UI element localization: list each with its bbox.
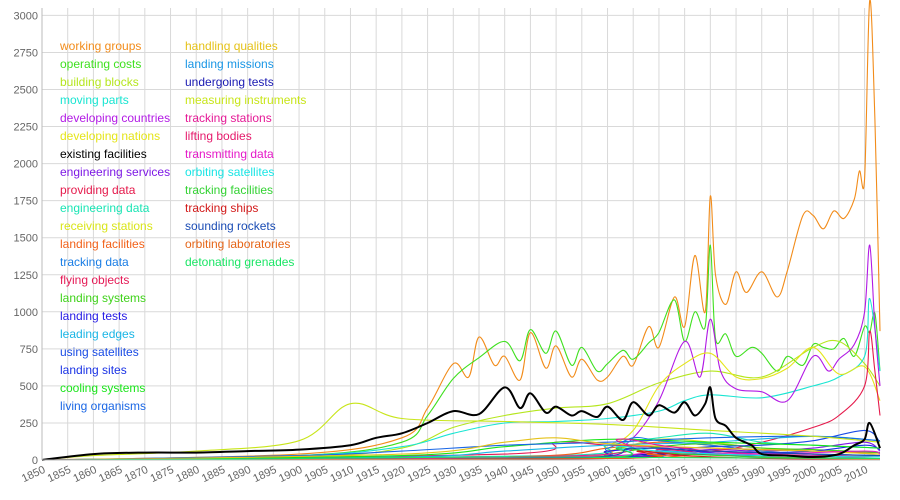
x-tick-label: 1855	[46, 464, 73, 485]
x-tick-label: 1975	[663, 464, 690, 485]
y-tick-label: 1750	[14, 196, 38, 208]
legend-item-transmitting-data[interactable]: transmitting data	[185, 147, 274, 161]
legend-item-using-satellites[interactable]: using satellites	[60, 345, 139, 359]
y-tick-label: 250	[20, 418, 38, 430]
x-tick-label: 1995	[765, 464, 792, 485]
x-tick-label: 1850	[20, 464, 47, 485]
legend-item-leading-edges[interactable]: leading edges	[60, 327, 135, 341]
y-tick-label: 2000	[14, 159, 38, 171]
y-tick-label: 2250	[14, 122, 38, 134]
x-tick-label: 1925	[406, 464, 433, 485]
y-tick-label: 1500	[14, 233, 38, 245]
x-tick-label: 1930	[431, 464, 458, 485]
series-line-building-blocks	[41, 339, 881, 461]
y-tick-label: 500	[20, 381, 38, 393]
x-tick-label: 1875	[149, 464, 176, 485]
x-tick-label: 2000	[791, 464, 818, 485]
x-axis-ticks: 1850185518601865187018751880188518901895…	[20, 464, 870, 485]
axes	[41, 8, 880, 461]
x-tick-label: 1915	[354, 464, 381, 485]
x-tick-label: 1990	[740, 464, 767, 485]
y-tick-label: 1250	[14, 270, 38, 282]
legend-item-tracking-data[interactable]: tracking data	[60, 255, 129, 269]
series-line-developing-countries	[41, 244, 881, 461]
legend-item-developing-nations[interactable]: developing nations	[60, 129, 160, 143]
x-tick-label: 1985	[714, 464, 741, 485]
y-tick-label: 1000	[14, 307, 38, 319]
x-tick-label: 2010	[843, 464, 870, 485]
x-tick-label: 1950	[534, 464, 561, 485]
x-tick-label: 1945	[508, 464, 535, 485]
series-line-cooling-systems	[41, 438, 881, 461]
y-tick-label: 2750	[14, 47, 38, 59]
x-tick-label: 1885	[200, 464, 227, 485]
legend-item-building-blocks[interactable]: building blocks	[60, 75, 139, 89]
x-tick-label: 1900	[277, 464, 304, 485]
x-tick-label: 1920	[380, 464, 407, 485]
x-tick-label: 1955	[560, 464, 587, 485]
series-line-detonating-grenades	[41, 456, 881, 461]
x-tick-label: 1895	[251, 464, 278, 485]
legend-item-sounding-rockets[interactable]: sounding rockets	[185, 219, 276, 233]
legend-item-landing-tests[interactable]: landing tests	[60, 309, 127, 323]
x-tick-label: 1965	[611, 464, 638, 485]
x-tick-label: 1960	[586, 464, 613, 485]
legend-item-cooling-systems[interactable]: cooling systems	[60, 381, 145, 395]
y-tick-label: 3000	[14, 10, 38, 22]
x-tick-label: 1910	[328, 464, 355, 485]
x-tick-label: 1870	[123, 464, 150, 485]
legend-item-landing-systems[interactable]: landing systems	[60, 291, 146, 305]
series-line-operating-costs	[41, 244, 881, 461]
legend-item-measuring-instruments[interactable]: measuring instruments	[185, 93, 306, 107]
legend-item-landing-facilities[interactable]: landing facilities	[60, 237, 145, 251]
y-tick-label: 2500	[14, 85, 38, 97]
legend-item-handling-qualities[interactable]: handling qualities	[185, 39, 278, 53]
x-tick-label: 1865	[97, 464, 124, 485]
legend-item-engineering-services[interactable]: engineering services	[60, 165, 170, 179]
legend-item-providing-data[interactable]: providing data	[60, 183, 136, 197]
legend-item-landing-sites[interactable]: landing sites	[60, 363, 127, 377]
legend-item-orbiting-satellites[interactable]: orbiting satellites	[185, 165, 274, 179]
y-tick-label: 0	[32, 455, 38, 467]
legend-item-flying-objects[interactable]: flying objects	[60, 273, 129, 287]
legend-item-detonating-grenades[interactable]: detonating grenades	[185, 255, 294, 269]
legend-item-tracking-stations[interactable]: tracking stations	[185, 111, 272, 125]
y-tick-label: 750	[20, 344, 38, 356]
legend-item-tracking-facilities[interactable]: tracking facilities	[185, 183, 273, 197]
x-tick-label: 1940	[483, 464, 510, 485]
x-tick-label: 1970	[637, 464, 664, 485]
legend-item-orbiting-laboratories[interactable]: orbiting laboratories	[185, 237, 290, 251]
x-tick-label: 1980	[688, 464, 715, 485]
legend-item-living-organisms[interactable]: living organisms	[60, 399, 146, 413]
x-tick-label: 1860	[71, 464, 98, 485]
legend-item-receiving-stations[interactable]: receiving stations	[60, 219, 153, 233]
series-line-working-groups	[41, 0, 881, 461]
series-line-handling-qualities	[41, 437, 881, 461]
legend-item-moving-parts[interactable]: moving parts	[60, 93, 129, 107]
legend-item-engineering-data[interactable]: engineering data	[60, 201, 150, 215]
series-line-living-organisms	[41, 435, 881, 461]
legend: working groups operating costs building bl…	[59, 39, 306, 413]
legend-item-landing-missions[interactable]: landing missions	[185, 57, 274, 71]
grid	[41, 8, 880, 461]
x-tick-label: 1935	[457, 464, 484, 485]
x-tick-label: 1880	[174, 464, 201, 485]
legend-item-working-groups[interactable]: working groups	[59, 39, 141, 53]
legend-item-operating-costs[interactable]: operating costs	[60, 57, 141, 71]
x-tick-label: 1905	[303, 464, 330, 485]
legend-item-existing-facilities[interactable]: existing facilities	[60, 147, 147, 161]
legend-item-tracking-ships[interactable]: tracking ships	[185, 201, 258, 215]
series-line-existing-facilities	[41, 386, 881, 461]
x-tick-label: 2005	[817, 464, 844, 485]
series-layer	[41, 0, 881, 461]
y-axis-ticks: 0 250 500 750 1000 1250 1500 1750 2000 2250 2500 27…	[14, 10, 38, 467]
legend-item-developing-countries[interactable]: developing countries	[60, 111, 170, 125]
legend-item-lifting-bodies[interactable]: lifting bodies	[185, 129, 252, 143]
x-tick-label: 1890	[226, 464, 253, 485]
legend-item-undergoing-tests[interactable]: undergoing tests	[185, 75, 274, 89]
